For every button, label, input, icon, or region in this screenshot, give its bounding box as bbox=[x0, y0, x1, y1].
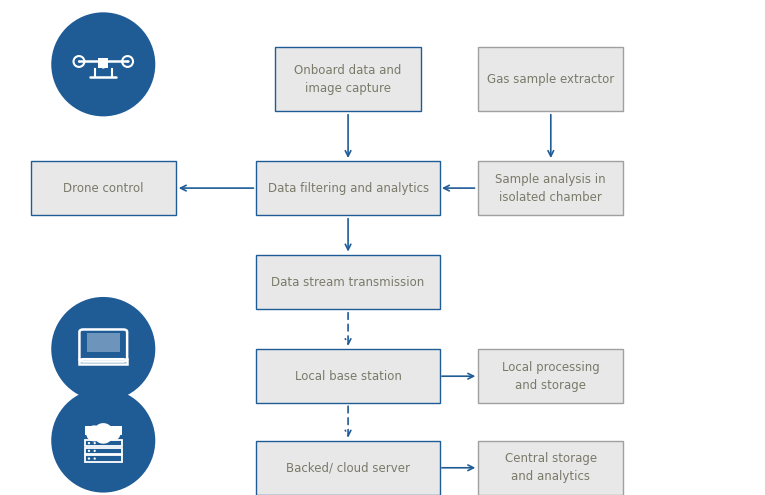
Ellipse shape bbox=[126, 60, 129, 63]
Ellipse shape bbox=[93, 449, 96, 452]
Ellipse shape bbox=[51, 12, 155, 116]
Ellipse shape bbox=[88, 449, 90, 452]
FancyBboxPatch shape bbox=[31, 161, 176, 215]
Text: Backed/ cloud server: Backed/ cloud server bbox=[286, 461, 410, 474]
Ellipse shape bbox=[51, 297, 155, 401]
FancyBboxPatch shape bbox=[85, 426, 122, 435]
Ellipse shape bbox=[101, 65, 106, 69]
FancyBboxPatch shape bbox=[86, 333, 120, 352]
FancyBboxPatch shape bbox=[478, 441, 623, 495]
Ellipse shape bbox=[93, 457, 96, 460]
FancyBboxPatch shape bbox=[275, 47, 421, 111]
Ellipse shape bbox=[51, 389, 155, 493]
FancyBboxPatch shape bbox=[256, 349, 440, 403]
Text: Data stream transmission: Data stream transmission bbox=[272, 276, 425, 289]
Ellipse shape bbox=[78, 60, 80, 63]
FancyBboxPatch shape bbox=[478, 349, 623, 403]
Text: Gas sample extractor: Gas sample extractor bbox=[487, 73, 614, 86]
Text: Local processing
and storage: Local processing and storage bbox=[502, 361, 600, 392]
Ellipse shape bbox=[93, 442, 96, 445]
FancyBboxPatch shape bbox=[478, 161, 623, 215]
Ellipse shape bbox=[93, 423, 113, 444]
FancyBboxPatch shape bbox=[256, 161, 440, 215]
Ellipse shape bbox=[86, 425, 103, 442]
FancyBboxPatch shape bbox=[478, 47, 623, 111]
FancyBboxPatch shape bbox=[256, 255, 440, 309]
FancyBboxPatch shape bbox=[256, 441, 440, 495]
Text: Onboard data and
image capture: Onboard data and image capture bbox=[295, 64, 402, 95]
FancyBboxPatch shape bbox=[98, 58, 109, 68]
Ellipse shape bbox=[88, 442, 90, 445]
Text: Central storage
and analytics: Central storage and analytics bbox=[505, 452, 597, 483]
Ellipse shape bbox=[88, 457, 90, 460]
Ellipse shape bbox=[106, 426, 120, 441]
Text: Drone control: Drone control bbox=[63, 182, 144, 195]
Text: Data filtering and analytics: Data filtering and analytics bbox=[268, 182, 428, 195]
Text: Local base station: Local base station bbox=[295, 370, 402, 383]
Text: Sample analysis in
isolated chamber: Sample analysis in isolated chamber bbox=[496, 173, 606, 203]
